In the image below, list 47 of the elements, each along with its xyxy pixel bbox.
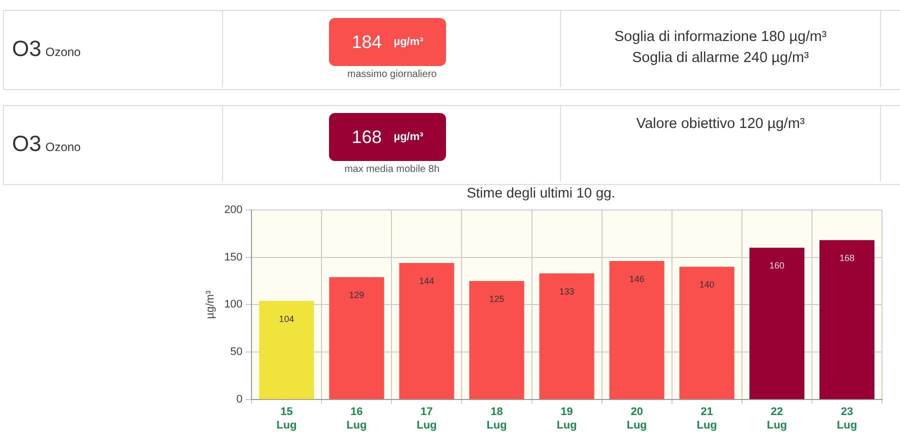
data-label: 146 xyxy=(629,274,644,284)
x-tick-label: 22 Lug xyxy=(766,406,788,432)
y-tick-label: 100 xyxy=(224,298,243,311)
text: O3 xyxy=(12,36,42,62)
x-tick-label: 16 Lug xyxy=(346,406,367,432)
x-tick-label: 21 Lug xyxy=(696,406,717,432)
bar xyxy=(820,240,874,400)
bar xyxy=(539,273,594,400)
text: µg/m³ xyxy=(394,131,424,143)
text: O3 xyxy=(12,131,42,157)
text: Ozono xyxy=(45,45,81,59)
data-label: 140 xyxy=(699,280,714,290)
data-label: 144 xyxy=(419,276,434,286)
text: 168 xyxy=(352,126,382,148)
data-label: 125 xyxy=(489,294,504,304)
bar xyxy=(259,300,314,400)
y-tick-label: 200 xyxy=(224,204,243,216)
x-tick-label: 17 Lug xyxy=(416,406,437,432)
data-label: 104 xyxy=(279,314,294,324)
text: Ozono xyxy=(45,140,81,154)
x-tick-label: 18 Lug xyxy=(486,406,507,432)
bar xyxy=(749,248,804,400)
bar xyxy=(469,280,524,400)
bar xyxy=(399,262,454,400)
chart-title: Stime degli ultimi 10 gg. xyxy=(466,184,616,200)
bar xyxy=(609,261,664,400)
text: Soglia di informazione 180 µg/m³ xyxy=(613,28,828,47)
x-tick-label: 15 Lug xyxy=(276,406,297,432)
data-label: 168 xyxy=(839,253,854,264)
text: Soglia di allarme 240 µg/m³ xyxy=(631,49,810,68)
data-label: 129 xyxy=(349,290,364,300)
x-tick-label: 23 Lug xyxy=(836,406,858,432)
data-label: 160 xyxy=(769,260,784,271)
y-tick-label: 50 xyxy=(230,346,243,358)
text: massimo giornaliero xyxy=(346,69,438,80)
y-axis-title: µg/m³ xyxy=(204,290,217,319)
x-tick-label: 20 Lug xyxy=(626,406,647,432)
bar xyxy=(329,277,384,400)
x-tick-label: 19 Lug xyxy=(556,406,577,432)
text: max media mobile 8h xyxy=(343,164,441,175)
data-label: 133 xyxy=(559,286,574,296)
text: µg/m³ xyxy=(394,36,424,48)
y-tick-label: 0 xyxy=(236,394,243,406)
text: 184 xyxy=(352,32,382,52)
y-tick-label: 150 xyxy=(224,251,243,264)
bar xyxy=(679,266,734,400)
text: Valore obiettivo 120 µg/m³ xyxy=(635,115,806,134)
